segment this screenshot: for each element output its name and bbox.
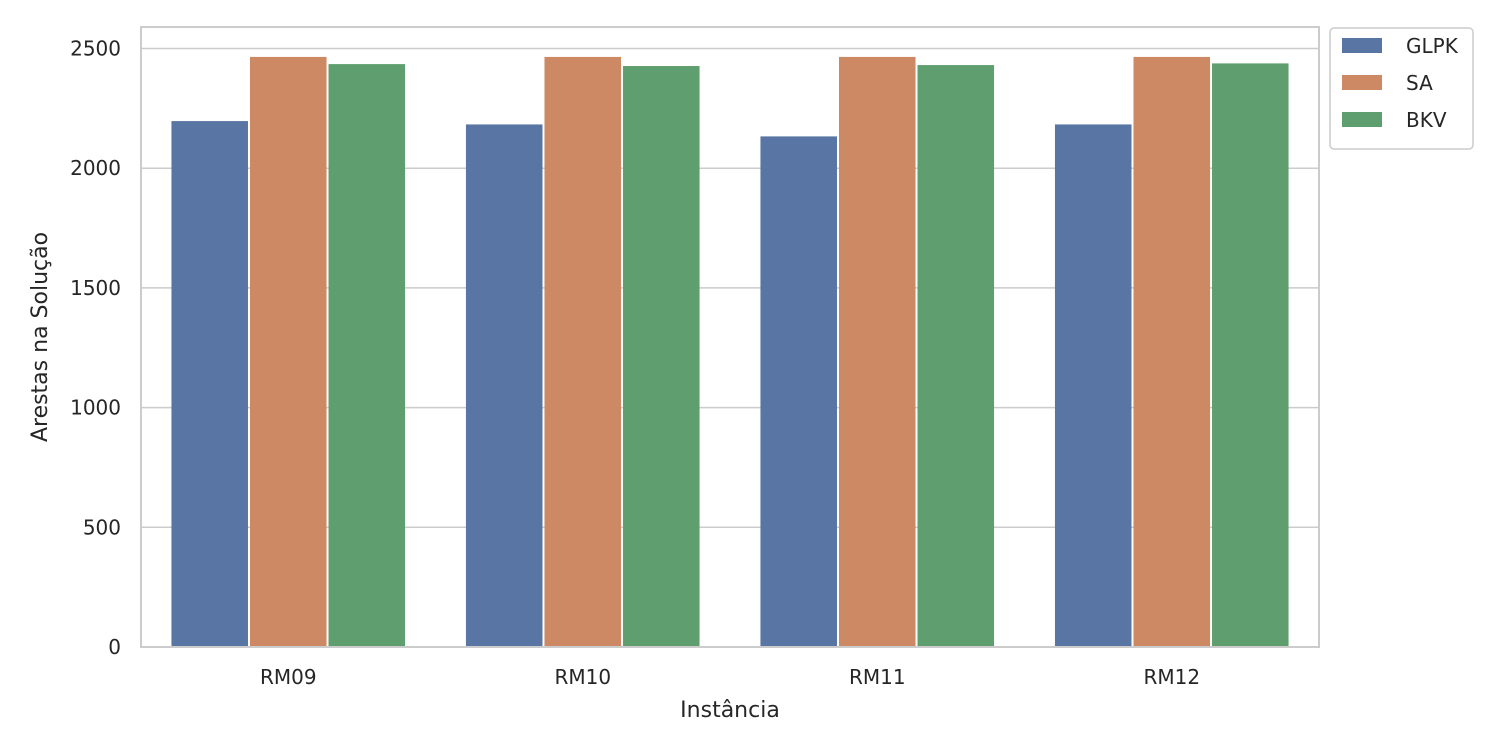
bar-glpk-rm11 [760,136,837,647]
x-tick-label: RM11 [849,665,906,689]
legend-swatch-glpk [1342,38,1382,53]
bar-glpk-rm09 [171,121,248,648]
legend: GLPK SA BKV [1329,27,1474,150]
bar-glpk-rm12 [1054,124,1132,647]
legend-label-sa: SA [1406,71,1433,95]
y-axis-label: Arestas na Solução [28,232,53,442]
bar-bkv-rm09 [328,64,406,647]
legend-swatch-bkv [1342,112,1382,127]
x-tick-label: RM09 [260,665,317,689]
bar-sa-rm11 [838,56,916,647]
y-axis-ticks: 0 500 1000 1500 2000 2500 [70,37,121,659]
bar-sa-rm09 [249,56,327,647]
bar-sa-rm12 [1133,56,1211,647]
y-tick-label: 2000 [70,156,121,180]
y-tick-label: 1500 [70,276,121,300]
x-axis-ticks: RM09 RM10 RM11 RM12 [260,665,1200,689]
bars [171,56,1289,648]
x-axis-label: Instância [680,698,780,723]
bar-bkv-rm11 [917,65,995,648]
x-tick-label: RM10 [554,665,611,689]
x-tick-label: RM12 [1143,665,1200,689]
bar-bkv-rm10 [623,66,700,648]
y-tick-label: 2500 [70,37,121,61]
bar-sa-rm10 [544,56,622,647]
legend-label-glpk: GLPK [1406,34,1459,58]
bar-glpk-rm10 [465,124,543,647]
legend-label-bkv: BKV [1406,108,1447,132]
y-tick-label: 0 [108,635,121,659]
legend-swatch-sa [1342,75,1382,90]
bar-bkv-rm12 [1212,63,1289,647]
y-tick-label: 500 [83,515,121,539]
y-tick-label: 1000 [70,396,121,420]
plot-frame [140,26,1320,648]
